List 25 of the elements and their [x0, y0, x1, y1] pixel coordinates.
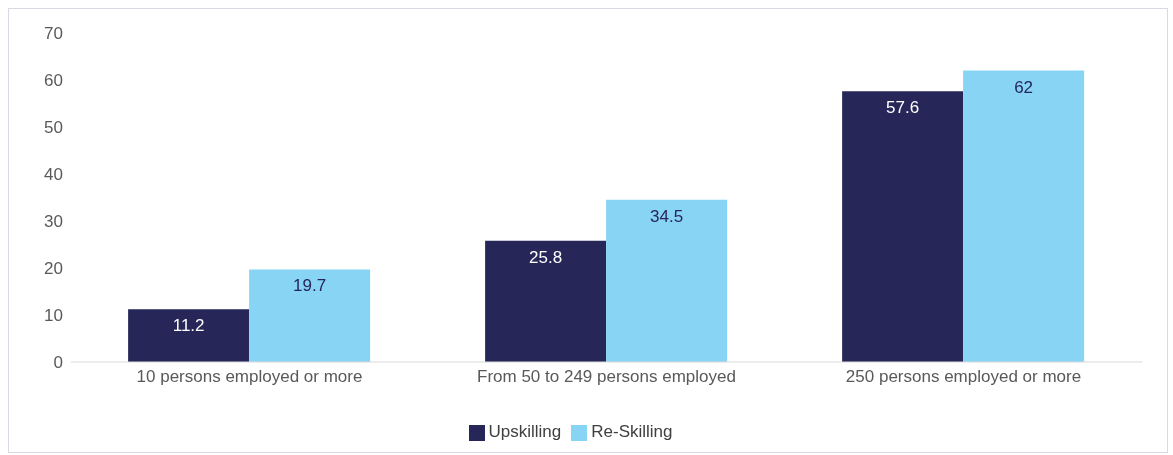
- bar: [842, 91, 964, 362]
- y-tick-label: 50: [44, 118, 63, 138]
- y-tick-label: 0: [53, 353, 63, 373]
- bar: [606, 199, 728, 362]
- data-label: 25.8: [529, 247, 563, 267]
- y-tick-label: 70: [44, 24, 63, 44]
- x-tick-label: 250 persons employed or more: [845, 367, 1082, 387]
- x-tick-label: 10 persons employed or more: [136, 367, 363, 387]
- data-label: 11.2: [172, 316, 205, 336]
- y-tick-label: 60: [44, 71, 63, 91]
- bar: [963, 70, 1085, 362]
- legend-label: Re-Skilling: [591, 422, 673, 441]
- legend-label: Upskilling: [488, 422, 562, 441]
- data-label: 57.6: [886, 98, 920, 118]
- data-label: 62: [1014, 77, 1034, 97]
- y-tick-label: 20: [44, 259, 63, 279]
- data-label: 19.7: [293, 276, 327, 296]
- y-tick-label: 40: [44, 165, 63, 185]
- bar: [128, 309, 250, 362]
- x-tick-label: From 50 to 249 persons employed: [477, 367, 736, 387]
- bar: [485, 240, 607, 362]
- y-tick-label: 30: [44, 212, 63, 232]
- data-label: 34.5: [650, 206, 684, 226]
- y-tick-label: 10: [44, 306, 63, 326]
- bar: [249, 269, 371, 362]
